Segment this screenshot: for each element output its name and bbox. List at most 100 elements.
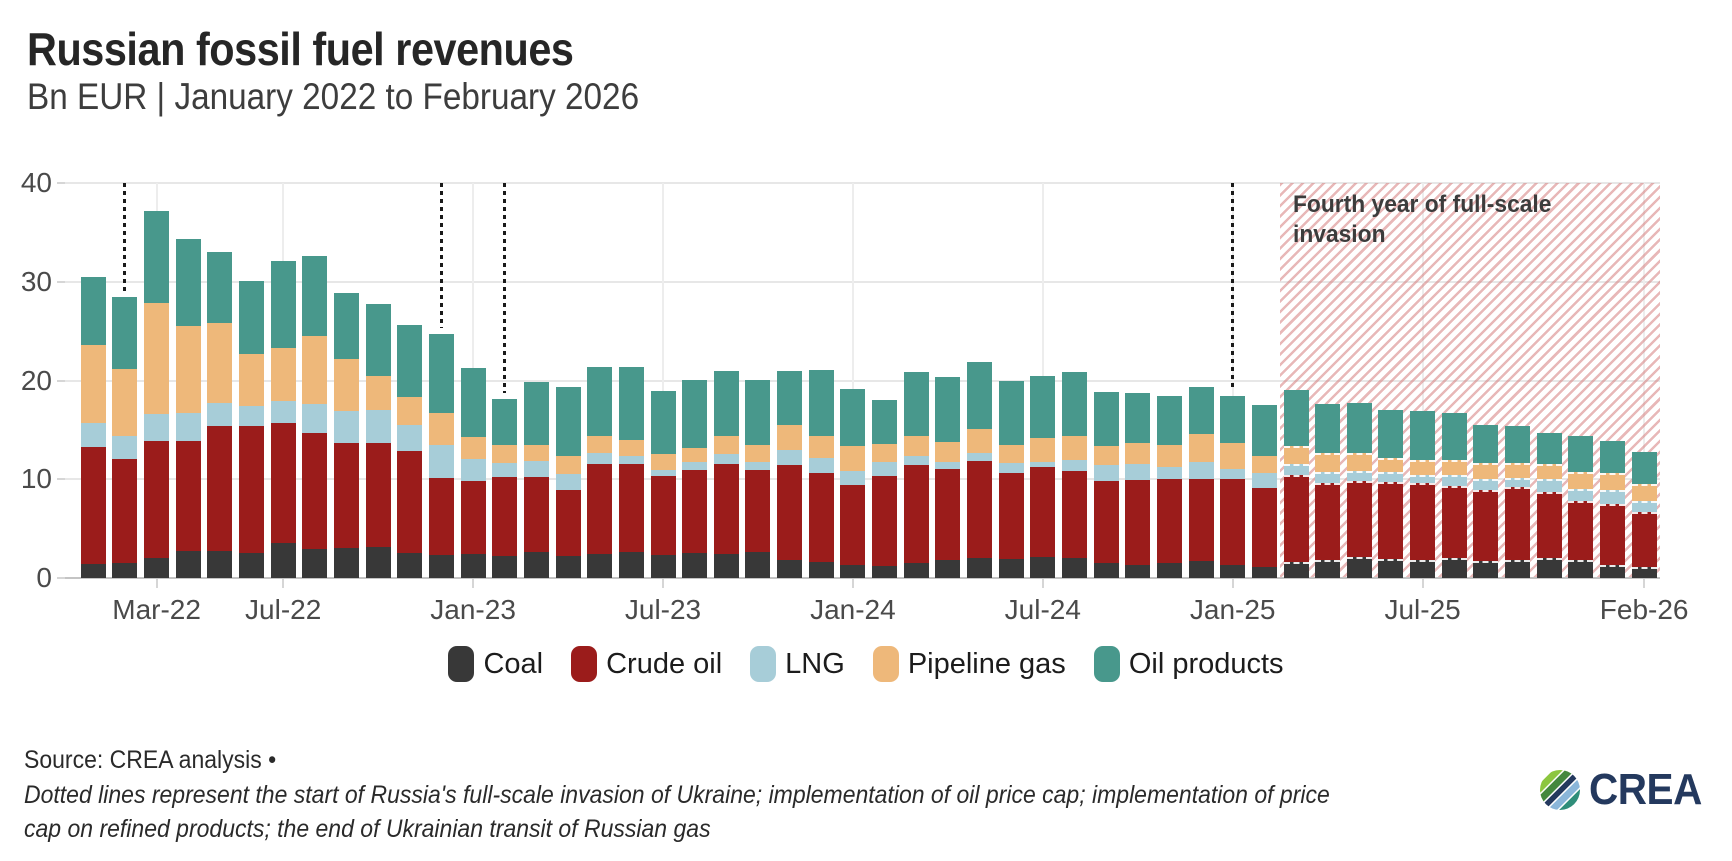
- segment-lng-Jun-23[interactable]: [618, 455, 644, 465]
- segment-coal-Sep-25[interactable]: [1473, 561, 1499, 578]
- segment-oil-products-Jul-25[interactable]: [1410, 411, 1436, 460]
- segment-lng-Jan-26[interactable]: [1600, 490, 1625, 504]
- segment-pipeline-gas-Jan-25[interactable]: [1220, 442, 1246, 470]
- segment-pipeline-gas-Mar-25[interactable]: [1283, 445, 1309, 465]
- segment-crude-oil-Sep-24[interactable]: [1093, 481, 1119, 564]
- segment-pipeline-gas-Nov-24[interactable]: [1156, 444, 1182, 468]
- segment-lng-Mar-25[interactable]: [1283, 464, 1309, 476]
- segment-lng-Jul-25[interactable]: [1410, 475, 1436, 484]
- segment-coal-Nov-25[interactable]: [1536, 558, 1562, 578]
- segment-oil-products-May-24[interactable]: [967, 361, 992, 429]
- segment-crude-oil-Jan-26[interactable]: [1600, 503, 1625, 566]
- segment-coal-May-25[interactable]: [1346, 557, 1372, 578]
- segment-crude-oil-May-22[interactable]: [207, 425, 233, 552]
- segment-coal-Dec-25[interactable]: [1568, 560, 1594, 578]
- segment-coal-Nov-23[interactable]: [777, 560, 803, 578]
- segment-coal-Feb-26[interactable]: [1631, 567, 1657, 578]
- segment-lng-Aug-23[interactable]: [682, 462, 708, 471]
- segment-lng-Mar-24[interactable]: [903, 455, 929, 466]
- segment-crude-oil-Oct-23[interactable]: [745, 470, 771, 553]
- segment-coal-Feb-22[interactable]: [112, 563, 138, 578]
- segment-lng-Nov-22[interactable]: [397, 424, 423, 451]
- segment-oil-products-Jul-23[interactable]: [650, 391, 676, 454]
- segment-crude-oil-Dec-23[interactable]: [808, 473, 834, 563]
- segment-coal-Jun-23[interactable]: [618, 552, 644, 578]
- segment-coal-Jul-23[interactable]: [650, 555, 676, 578]
- segment-lng-Jan-22[interactable]: [80, 423, 106, 447]
- segment-pipeline-gas-Dec-22[interactable]: [428, 413, 454, 445]
- segment-pipeline-gas-Nov-25[interactable]: [1536, 464, 1562, 480]
- segment-oil-products-Oct-22[interactable]: [365, 304, 391, 376]
- segment-crude-oil-Nov-24[interactable]: [1156, 479, 1182, 564]
- segment-lng-Feb-23[interactable]: [492, 463, 518, 478]
- segment-lng-Oct-25[interactable]: [1505, 478, 1531, 488]
- segment-pipeline-gas-Aug-22[interactable]: [302, 336, 328, 405]
- segment-lng-Nov-24[interactable]: [1156, 467, 1182, 480]
- segment-oil-products-Aug-23[interactable]: [682, 379, 708, 448]
- segment-lng-Jul-24[interactable]: [1030, 462, 1056, 468]
- segment-coal-Feb-25[interactable]: [1251, 567, 1277, 578]
- segment-oil-products-Dec-25[interactable]: [1568, 435, 1594, 473]
- segment-lng-Apr-23[interactable]: [555, 474, 581, 491]
- segment-oil-products-May-22[interactable]: [207, 252, 233, 324]
- segment-lng-Oct-23[interactable]: [745, 461, 771, 471]
- segment-coal-Jan-25[interactable]: [1220, 565, 1246, 578]
- segment-oil-products-Jan-26[interactable]: [1600, 440, 1625, 474]
- segment-pipeline-gas-Apr-24[interactable]: [935, 441, 961, 463]
- segment-pipeline-gas-Oct-25[interactable]: [1505, 462, 1531, 479]
- segment-oil-products-Jul-22[interactable]: [270, 261, 296, 348]
- segment-coal-Dec-22[interactable]: [428, 555, 454, 578]
- segment-lng-Sep-23[interactable]: [713, 453, 739, 465]
- segment-lng-Jun-22[interactable]: [239, 406, 265, 426]
- segment-coal-Jun-22[interactable]: [239, 553, 265, 578]
- segment-crude-oil-Oct-25[interactable]: [1505, 487, 1531, 561]
- segment-coal-Aug-24[interactable]: [1061, 558, 1087, 578]
- segment-coal-Oct-25[interactable]: [1505, 560, 1531, 578]
- segment-crude-oil-Sep-23[interactable]: [713, 464, 739, 555]
- segment-crude-oil-Jan-24[interactable]: [840, 485, 866, 566]
- segment-crude-oil-Jun-22[interactable]: [239, 425, 265, 554]
- segment-lng-Aug-25[interactable]: [1441, 475, 1467, 487]
- segment-oil-products-Dec-24[interactable]: [1188, 387, 1214, 434]
- segment-lng-Dec-24[interactable]: [1188, 462, 1214, 480]
- segment-crude-oil-Jun-23[interactable]: [618, 464, 644, 553]
- segment-oil-products-Jan-22[interactable]: [80, 276, 106, 345]
- legend-item-pipeline-gas[interactable]: Pipeline gas: [872, 646, 1066, 682]
- segment-oil-products-Apr-25[interactable]: [1315, 404, 1341, 453]
- segment-pipeline-gas-Jan-26[interactable]: [1600, 473, 1625, 491]
- segment-crude-oil-Apr-23[interactable]: [555, 490, 581, 557]
- segment-lng-Nov-25[interactable]: [1536, 479, 1562, 493]
- segment-coal-Jul-25[interactable]: [1410, 560, 1436, 578]
- segment-crude-oil-Mar-25[interactable]: [1283, 475, 1309, 563]
- segment-pipeline-gas-Jun-25[interactable]: [1378, 457, 1404, 473]
- segment-crude-oil-Feb-23[interactable]: [492, 477, 518, 557]
- segment-oil-products-May-25[interactable]: [1346, 403, 1372, 453]
- segment-pipeline-gas-Sep-22[interactable]: [334, 358, 359, 412]
- segment-pipeline-gas-Jan-23[interactable]: [460, 436, 486, 459]
- segment-crude-oil-Jul-24[interactable]: [1030, 467, 1056, 558]
- segment-coal-May-24[interactable]: [967, 558, 992, 578]
- segment-lng-Jul-23[interactable]: [650, 470, 676, 477]
- segment-pipeline-gas-Jul-23[interactable]: [650, 453, 676, 471]
- segment-pipeline-gas-Mar-24[interactable]: [903, 435, 929, 456]
- segment-oil-products-Jan-25[interactable]: [1220, 396, 1246, 443]
- segment-oil-products-Sep-22[interactable]: [334, 292, 359, 359]
- segment-pipeline-gas-May-24[interactable]: [967, 428, 992, 453]
- segment-lng-Oct-22[interactable]: [365, 410, 391, 443]
- segment-coal-Feb-24[interactable]: [872, 566, 898, 578]
- segment-lng-Aug-22[interactable]: [302, 404, 328, 433]
- segment-oil-products-Nov-22[interactable]: [397, 325, 423, 398]
- segment-coal-May-23[interactable]: [587, 554, 613, 578]
- segment-pipeline-gas-Jul-24[interactable]: [1030, 437, 1056, 463]
- segment-oil-products-Feb-23[interactable]: [492, 399, 518, 445]
- segment-crude-oil-Mar-22[interactable]: [144, 440, 170, 559]
- segment-pipeline-gas-May-22[interactable]: [207, 323, 233, 404]
- segment-pipeline-gas-Dec-23[interactable]: [808, 435, 834, 458]
- segment-crude-oil-Apr-24[interactable]: [935, 469, 961, 561]
- segment-pipeline-gas-Jan-22[interactable]: [80, 345, 106, 423]
- segment-coal-May-22[interactable]: [207, 551, 233, 578]
- segment-coal-Mar-24[interactable]: [903, 563, 929, 578]
- segment-lng-Apr-24[interactable]: [935, 462, 961, 470]
- segment-oil-products-Mar-22[interactable]: [144, 210, 170, 303]
- segment-oil-products-Feb-26[interactable]: [1631, 451, 1657, 485]
